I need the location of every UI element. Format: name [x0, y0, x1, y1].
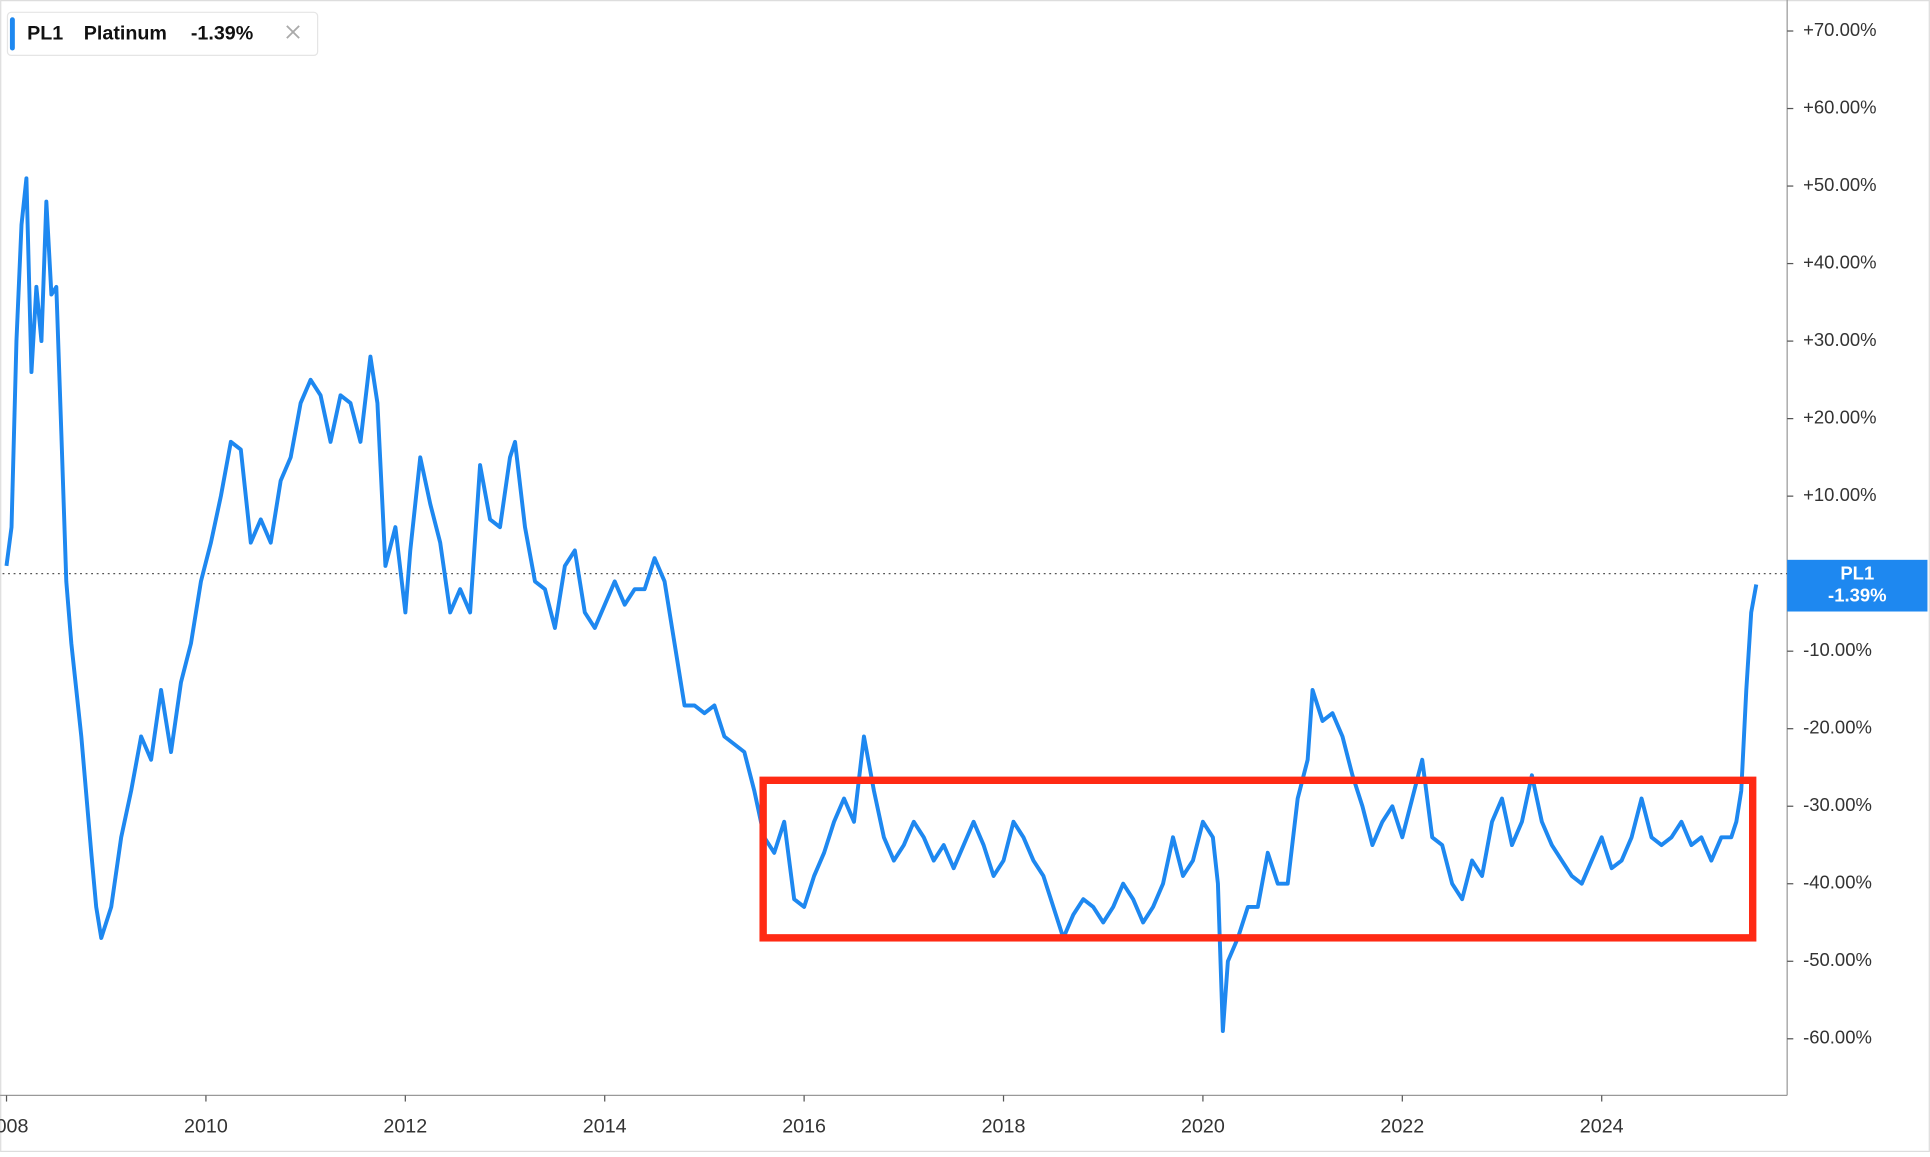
- y-tick-label: +60.00%: [1803, 96, 1876, 117]
- last-value-symbol: PL1: [1840, 562, 1874, 583]
- y-tick-label: -10.00%: [1803, 639, 1872, 660]
- y-tick-label: -60.00%: [1803, 1027, 1872, 1048]
- legend-close[interactable]: [286, 25, 300, 39]
- y-tick-label: +40.00%: [1803, 251, 1876, 272]
- legend-name: Platinum: [84, 23, 167, 45]
- last-value-label: -1.39%: [1828, 585, 1886, 606]
- y-tick-label: -50.00%: [1803, 949, 1872, 970]
- x-tick-label: 2010: [184, 1116, 228, 1138]
- x-tick-label: 2014: [583, 1116, 627, 1138]
- y-tick-label: -20.00%: [1803, 717, 1872, 738]
- legend-value: -1.39%: [191, 23, 253, 45]
- y-tick-label: +30.00%: [1803, 329, 1876, 350]
- x-tick-label: 2012: [383, 1116, 427, 1138]
- plot-area: 2008: [0, 176, 1788, 1138]
- y-tick-label: -40.00%: [1803, 872, 1872, 893]
- highlight-box: [759, 776, 1757, 942]
- x-tick-label: 2020: [1181, 1116, 1225, 1138]
- legend-box: [6, 11, 319, 56]
- x-tick-label: 2022: [1380, 1116, 1424, 1138]
- x-tick-label: 2008: [0, 1116, 28, 1138]
- legend: PL1 Platinum -1.39%: [6, 11, 319, 56]
- y-tick-label: +70.00%: [1803, 19, 1876, 40]
- legend-swatch: [9, 17, 15, 51]
- x-tick-label: 2016: [782, 1116, 826, 1138]
- last-value-box: [1787, 559, 1928, 612]
- y-tick-label: +20.00%: [1803, 406, 1876, 427]
- price-line: [4, 176, 1759, 1033]
- x-tick-label: 2018: [982, 1116, 1026, 1138]
- x-tick-label: 2024: [1580, 1116, 1624, 1138]
- legend-symbol: PL1: [27, 23, 63, 45]
- y-tick-label: -30.00%: [1803, 794, 1872, 815]
- y-tick-label: +10.00%: [1803, 484, 1876, 505]
- y-tick-label: +50.00%: [1803, 174, 1876, 195]
